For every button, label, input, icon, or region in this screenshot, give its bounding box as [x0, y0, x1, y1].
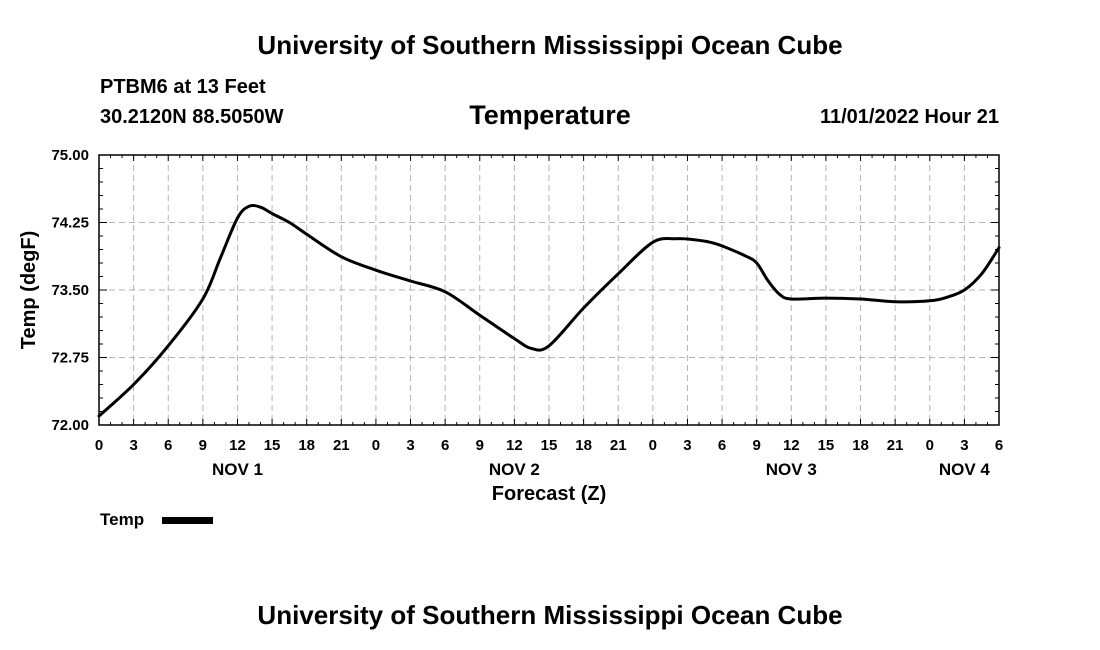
date-label: NOV 4 — [939, 460, 991, 479]
y-tick-label: 75.00 — [51, 147, 89, 164]
y-tick-label: 72.75 — [51, 350, 89, 367]
x-tick-label: 0 — [649, 437, 657, 454]
x-tick-label: 9 — [753, 437, 761, 454]
y-tick-label: 73.50 — [51, 282, 89, 299]
x-tick-label: 6 — [995, 437, 1003, 454]
station-coordinates: 30.2120N 88.5050W — [100, 106, 284, 128]
x-tick-label: 9 — [199, 437, 207, 454]
x-tick-label: 12 — [506, 437, 523, 454]
page-title-top: University of Southern Mississippi Ocean… — [257, 30, 843, 60]
x-tick-label: 6 — [718, 437, 726, 454]
x-tick-label: 0 — [95, 437, 103, 454]
legend-swatch — [162, 517, 213, 524]
x-tick-label: 12 — [229, 437, 246, 454]
temp-series-line — [97, 203, 1001, 418]
x-tick-label: 0 — [372, 437, 380, 454]
y-tick-label: 72.00 — [51, 417, 89, 434]
x-tick-label: 15 — [818, 437, 835, 454]
y-tick-label: 74.25 — [51, 215, 89, 232]
x-tick-label: 18 — [575, 437, 592, 454]
date-label: NOV 3 — [766, 460, 817, 479]
chart-title: Temperature — [469, 100, 631, 130]
station-label: PTBM6 at 13 Feet — [100, 76, 266, 98]
axis-labels: 0 3 6 9 12 15 18 21 0 3 6 9 12 15 18 21 0 3 6 9 12 15 18 21 0 3 6 7… — [18, 147, 1003, 505]
legend-label: Temp — [100, 510, 144, 529]
x-tick-label: 3 — [683, 437, 691, 454]
x-tick-label: 21 — [333, 437, 350, 454]
x-tick-label: 0 — [926, 437, 934, 454]
date-label: NOV 2 — [489, 460, 540, 479]
x-tick-label: 12 — [783, 437, 800, 454]
x-tick-label: 18 — [852, 437, 869, 454]
x-tick-label: 21 — [610, 437, 627, 454]
x-tick-label: 15 — [264, 437, 281, 454]
grid — [99, 155, 999, 425]
y-axis-label: Temp (degF) — [18, 231, 40, 350]
x-tick-label: 3 — [960, 437, 968, 454]
x-axis-label: Forecast (Z) — [492, 483, 606, 505]
legend: Temp — [100, 510, 213, 529]
x-tick-label: 18 — [298, 437, 315, 454]
page-title-bottom: University of Southern Mississippi Ocean… — [257, 600, 843, 630]
x-tick-label: 3 — [406, 437, 414, 454]
x-tick-label: 6 — [164, 437, 172, 454]
x-tick-label: 15 — [541, 437, 558, 454]
date-label: NOV 1 — [212, 460, 263, 479]
x-tick-label: 21 — [887, 437, 904, 454]
x-tick-label: 9 — [476, 437, 484, 454]
forecast-run-time: 11/01/2022 Hour 21 — [819, 106, 999, 128]
x-tick-label: 3 — [129, 437, 137, 454]
plot-frame — [98, 154, 1000, 426]
x-tick-label: 6 — [441, 437, 449, 454]
